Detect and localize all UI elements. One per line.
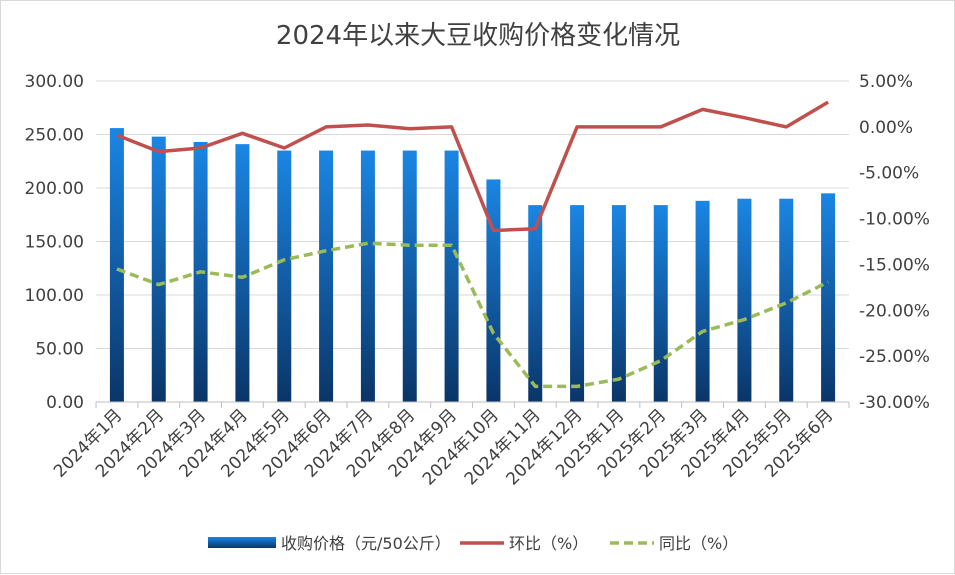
- price-bar: [779, 198, 794, 402]
- left-tick-label: 100.00: [25, 286, 84, 306]
- price-bar: [151, 136, 166, 402]
- left-tick-label: 150.00: [25, 233, 84, 253]
- grid: [96, 80, 849, 403]
- price-bar: [319, 150, 334, 402]
- right-tick-label: 0.00%: [859, 118, 913, 138]
- right-tick-label: -15.00%: [859, 255, 930, 275]
- right-tick-label: -25.00%: [859, 347, 930, 367]
- right-tick-label: -10.00%: [859, 210, 930, 230]
- left-tick-label: 250.00: [25, 126, 84, 146]
- legend: 收购价格（元/50公斤） 环比（%） 同比（%）: [208, 534, 738, 553]
- price-bar: [235, 144, 250, 402]
- price-bar: [695, 200, 710, 402]
- legend-mom-label: 环比（%）: [509, 534, 588, 553]
- price-bar: [528, 205, 543, 402]
- left-tick-label: 200.00: [25, 179, 84, 199]
- chart-title: 2024年以来大豆收购价格变化情况: [276, 21, 680, 51]
- bars-group: [109, 128, 836, 403]
- price-bar: [737, 198, 752, 402]
- price-bar: [570, 205, 585, 402]
- price-bar: [444, 150, 459, 402]
- left-tick-label: 300.00: [25, 72, 84, 92]
- price-bar: [653, 205, 668, 402]
- price-bar: [402, 150, 417, 402]
- price-bar: [277, 150, 292, 402]
- left-tick-label: 0.00: [46, 393, 84, 413]
- right-tick-label: 5.00%: [859, 72, 913, 92]
- legend-yoy-label: 同比（%）: [659, 534, 738, 553]
- price-bar: [109, 128, 124, 402]
- price-bar: [360, 150, 375, 402]
- price-bar: [611, 205, 626, 402]
- right-tick-label: -5.00%: [859, 164, 919, 184]
- legend-bar-swatch: [208, 537, 276, 548]
- price-bar: [821, 193, 836, 402]
- lines-group: [116, 100, 829, 389]
- legend-price-label: 收购价格（元/50公斤）: [281, 534, 451, 553]
- yoy-line: [116, 241, 829, 389]
- right-tick-label: -30.00%: [859, 393, 930, 413]
- right-tick-label: -20.00%: [859, 301, 930, 321]
- mom-line: [116, 100, 829, 233]
- price-bar: [486, 179, 501, 402]
- left-tick-label: 50.00: [35, 340, 84, 360]
